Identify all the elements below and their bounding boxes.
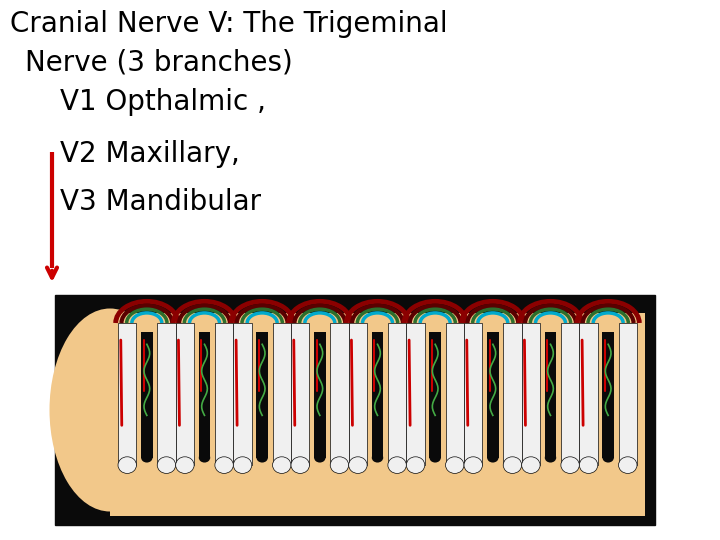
- Bar: [561, 323, 580, 465]
- Ellipse shape: [330, 457, 348, 474]
- Ellipse shape: [603, 453, 614, 463]
- Bar: [273, 323, 291, 465]
- Bar: [215, 323, 233, 465]
- Ellipse shape: [429, 453, 441, 463]
- Bar: [580, 323, 598, 465]
- Ellipse shape: [233, 457, 252, 474]
- Bar: [487, 332, 498, 458]
- Ellipse shape: [291, 457, 310, 474]
- Bar: [176, 323, 194, 465]
- Text: V1 Opthalmic ,: V1 Opthalmic ,: [60, 88, 266, 116]
- Bar: [233, 323, 252, 465]
- Bar: [603, 332, 614, 458]
- Bar: [545, 332, 557, 458]
- Bar: [464, 323, 482, 465]
- Ellipse shape: [446, 457, 464, 474]
- Text: Nerve (3 branches): Nerve (3 branches): [25, 48, 293, 76]
- Ellipse shape: [580, 457, 598, 474]
- Ellipse shape: [50, 308, 171, 511]
- Ellipse shape: [561, 457, 580, 474]
- Bar: [157, 323, 176, 465]
- Ellipse shape: [273, 457, 291, 474]
- Ellipse shape: [215, 457, 233, 474]
- Bar: [141, 332, 153, 458]
- Bar: [406, 323, 425, 465]
- Ellipse shape: [464, 457, 482, 474]
- Ellipse shape: [545, 453, 557, 463]
- Ellipse shape: [522, 457, 540, 474]
- Bar: [291, 323, 310, 465]
- Bar: [522, 323, 540, 465]
- Bar: [503, 323, 522, 465]
- Ellipse shape: [487, 453, 498, 463]
- Ellipse shape: [503, 457, 522, 474]
- Bar: [348, 323, 367, 465]
- Ellipse shape: [314, 453, 325, 463]
- Bar: [55, 295, 655, 525]
- Ellipse shape: [157, 457, 176, 474]
- Ellipse shape: [199, 453, 210, 463]
- Ellipse shape: [176, 457, 194, 474]
- Ellipse shape: [372, 453, 383, 463]
- Ellipse shape: [388, 457, 406, 474]
- Bar: [429, 332, 441, 458]
- Bar: [372, 332, 383, 458]
- Bar: [314, 332, 325, 458]
- Bar: [618, 323, 637, 465]
- Bar: [330, 323, 348, 465]
- Bar: [446, 323, 464, 465]
- Text: V3 Mandibular: V3 Mandibular: [60, 188, 261, 216]
- Bar: [256, 332, 268, 458]
- Ellipse shape: [618, 457, 637, 474]
- Ellipse shape: [141, 453, 153, 463]
- Text: Cranial Nerve V: The Trigeminal: Cranial Nerve V: The Trigeminal: [10, 10, 448, 38]
- Bar: [388, 323, 406, 465]
- Ellipse shape: [256, 453, 268, 463]
- Ellipse shape: [406, 457, 425, 474]
- Bar: [118, 323, 137, 465]
- Ellipse shape: [118, 457, 137, 474]
- Bar: [110, 313, 645, 516]
- Text: V2 Maxillary,: V2 Maxillary,: [60, 140, 240, 168]
- Bar: [199, 332, 210, 458]
- Ellipse shape: [348, 457, 367, 474]
